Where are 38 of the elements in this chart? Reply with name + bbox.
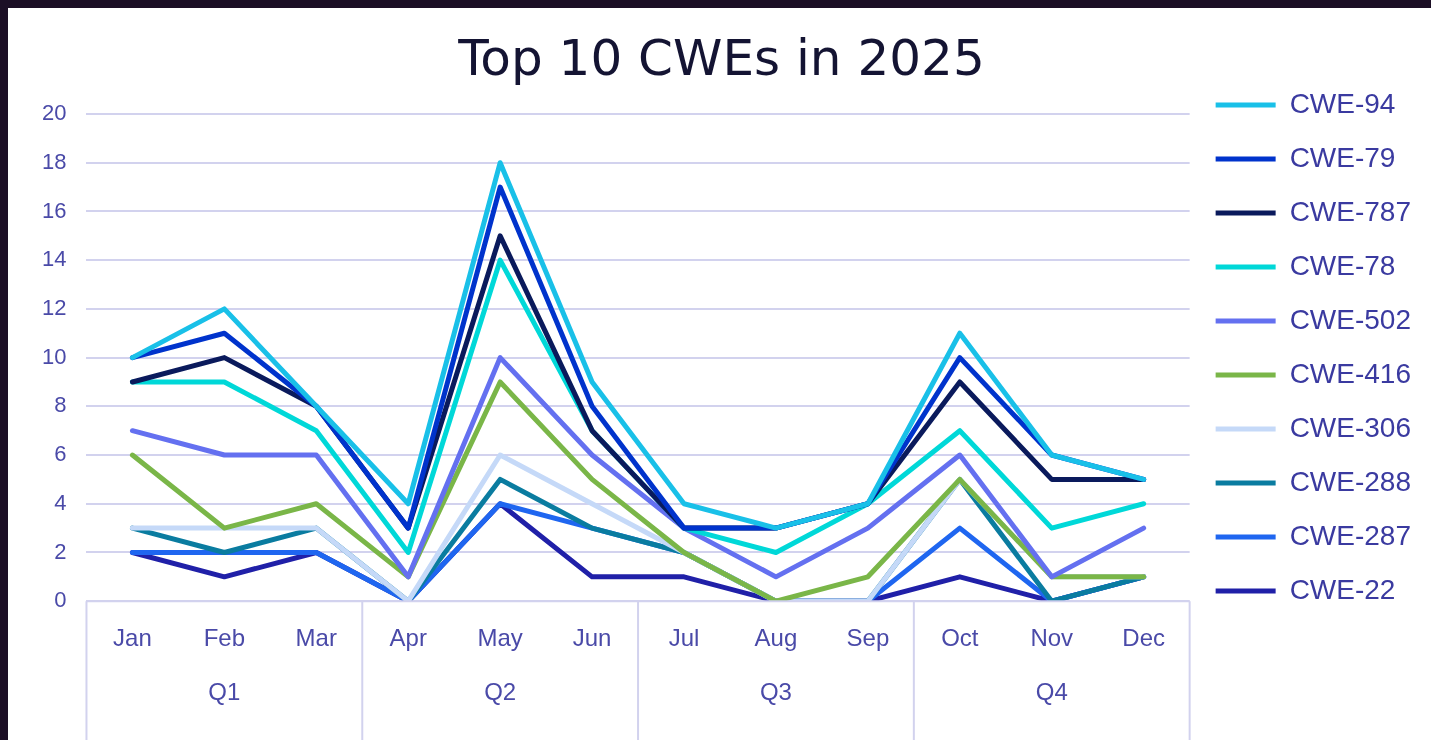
x-tick-label: Jan: [113, 624, 152, 652]
y-tick-label: 18: [41, 148, 67, 174]
legend-label: CWE-416: [1289, 357, 1412, 389]
legend-label: CWE-502: [1289, 303, 1412, 335]
x-tick-label: Nov: [1030, 624, 1074, 652]
x-tick-label: Feb: [203, 624, 246, 652]
x-tick-label: Jul: [668, 624, 700, 652]
text: Q2: [484, 677, 517, 705]
legend-label: CWE-787: [1289, 195, 1412, 227]
legend-label: CWE-79: [1289, 141, 1396, 173]
x-tick-label: Dec: [1122, 624, 1166, 652]
x-tick-label: Oct: [941, 624, 979, 652]
y-tick-label: 12: [41, 294, 67, 320]
x-tick-label: Apr: [389, 624, 427, 652]
legend-label: CWE-94: [1289, 87, 1396, 119]
y-tick-label: 8: [54, 392, 67, 418]
legend-label: CWE-22: [1289, 573, 1396, 605]
y-tick-label: 6: [54, 441, 67, 467]
y-tick-label: 14: [41, 246, 67, 272]
x-tick-label: Mar: [295, 624, 337, 652]
y-tick-label: 20: [41, 100, 67, 126]
legend-label: CWE-287: [1289, 519, 1412, 551]
x-tick-label: May: [477, 624, 523, 652]
text: Q3: [759, 677, 792, 705]
y-tick-label: 4: [54, 489, 67, 515]
y-tick-label: 0: [54, 587, 67, 613]
chart-title: Top 10 CWEs in 2025: [457, 28, 985, 87]
legend-label: CWE-288: [1289, 465, 1412, 497]
legend-label: CWE-78: [1289, 249, 1396, 281]
y-tick-label: 16: [41, 197, 67, 223]
text: Q1: [208, 677, 241, 705]
x-tick-label: Sep: [846, 624, 890, 652]
x-tick-label: Aug: [754, 624, 798, 652]
text: Q4: [1035, 677, 1068, 705]
legend-label: CWE-306: [1289, 411, 1412, 443]
y-tick-label: 10: [41, 343, 67, 369]
x-tick-label: Jun: [572, 624, 612, 652]
y-tick-label: 2: [54, 538, 67, 564]
